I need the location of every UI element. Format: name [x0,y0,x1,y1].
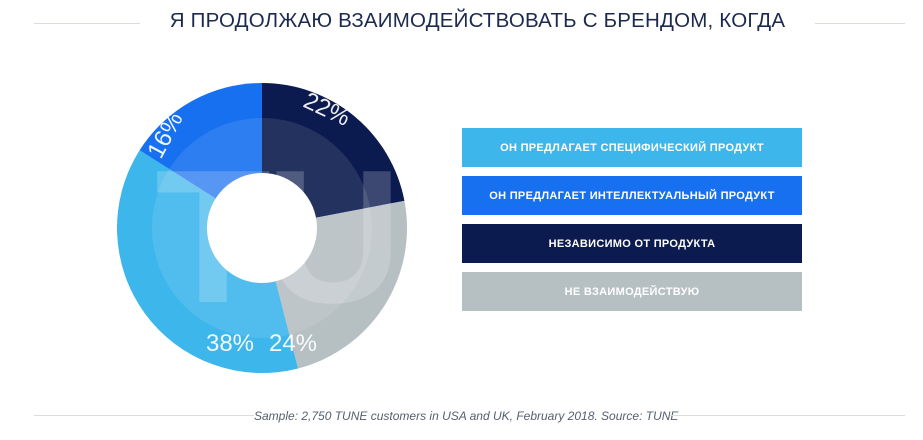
legend-item-3: НЕ ВЗАИМОДЕЙСТВУЮ [462,272,802,311]
donut-slice-0 [117,150,299,373]
chart-title: Я ПРОДОЛЖАЮ ВЗАИМОДЕЙСТВОВАТЬ С БРЕНДОМ,… [169,9,786,32]
footer-row: Sample: 2,750 TUNE customers in USA and … [0,404,923,428]
footer-divider-left [34,415,254,416]
legend-item-0: ОН ПРЕДЛАГАЕТ СПЕЦИФИЧЕСКИЙ ПРОДУКТ [462,128,802,167]
slice-value-label-3: 24% [269,330,317,357]
legend: ОН ПРЕДЛАГАЕТ СПЕЦИФИЧЕСКИЙ ПРОДУКТ ОН ПР… [462,128,802,320]
source-note: Sample: 2,750 TUNE customers in USA and … [254,409,679,423]
donut-hole [207,173,317,283]
title-row: Я ПРОДОЛЖАЮ ВЗАИМОДЕЙСТВОВАТЬ С БРЕНДОМ,… [0,6,923,36]
legend-item-2: НЕЗАВИСИМО ОТ ПРОДУКТА [462,224,802,263]
legend-item-1: ОН ПРЕДЛАГАЕТ ИНТЕЛЛЕКТУАЛЬНЫЙ ПРОДУКТ [462,176,802,215]
title-divider-right [815,23,905,24]
title-divider-left [34,23,140,24]
slice-value-label-0: 38% [206,330,254,357]
donut-chart: TUNE 22%24%38%16% [117,83,407,373]
footer-divider-right [670,415,905,416]
